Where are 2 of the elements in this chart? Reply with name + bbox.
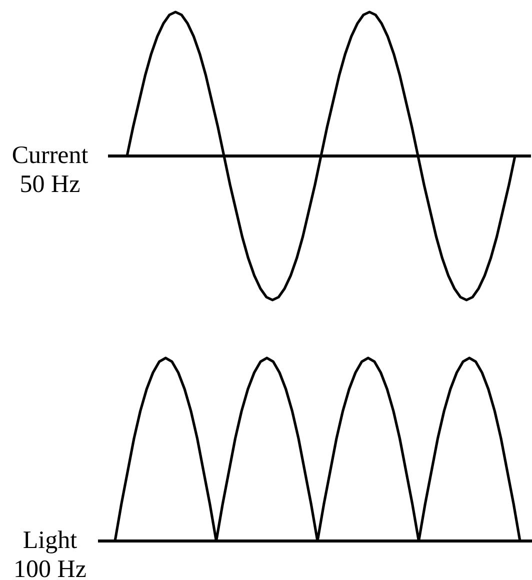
series-label: Current 50 Hz [12,142,88,198]
series-label: Light 100 Hz [14,527,86,580]
